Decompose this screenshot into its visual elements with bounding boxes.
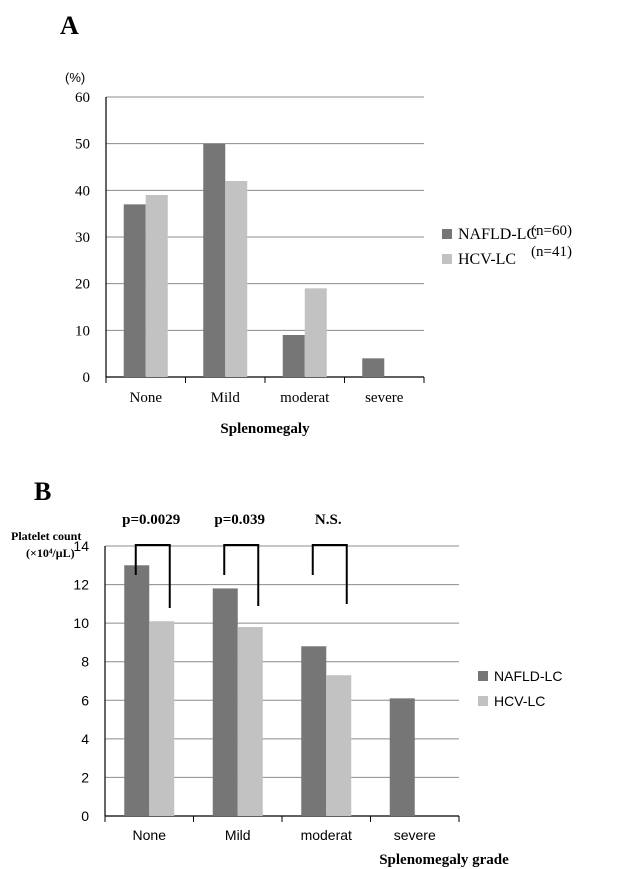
bar-nafld-lc-moderat <box>282 335 305 377</box>
panel-b-legend: NAFLD-LC HCV-LC <box>478 668 562 709</box>
panel-b-x-tick-labels: None Mild moderat severe <box>133 827 436 843</box>
panel-a-letter: A <box>60 11 79 40</box>
bar-hcv-lc-moderat <box>326 675 352 816</box>
panel-b-bars <box>124 565 415 816</box>
y-tick-label-0: 0 <box>83 370 91 386</box>
panel-a-x-axis-title: Splenomegaly <box>220 421 310 437</box>
panel-a-x-tick-labels: None Mild moderat severe <box>130 390 404 406</box>
panel-a-chart: A (%) 0 10 20 30 40 50 60 None Mild moderat sever… <box>60 11 572 437</box>
y-tick-label-60: 60 <box>75 90 90 106</box>
bar-nafld-lc-none <box>123 204 146 377</box>
significance-bracket-mild <box>223 544 260 606</box>
x-tick-label-mild: Mild <box>225 827 251 843</box>
p-value-label-mild: p=0.039 <box>214 512 265 528</box>
y-tick-label-4: 4 <box>81 731 89 747</box>
panel-a-legend: NAFLD-LC(n=60) HCV-LC (n=41) <box>442 223 572 268</box>
panel-b-significance-brackets: p=0.0029 p=0.039 N.S. <box>122 512 348 608</box>
panel-b-letter: B <box>34 477 51 506</box>
significance-bracket-none <box>134 544 171 608</box>
y-tick-label-40: 40 <box>75 183 90 199</box>
bar-hcv-lc-mild <box>225 181 248 377</box>
p-value-label-none: p=0.0029 <box>122 512 180 528</box>
x-tick-label-moderat: moderat <box>301 827 352 843</box>
bar-nafld-lc-severe <box>362 358 385 377</box>
legend-label-nafld-lc: NAFLD-LC <box>458 226 537 243</box>
bar-nafld-lc-none <box>124 565 150 816</box>
y-tick-label-10: 10 <box>73 615 89 631</box>
y-tick-label-2: 2 <box>81 769 89 785</box>
bar-hcv-lc-none <box>149 621 175 816</box>
panel-a-y-tick-labels: 0 10 20 30 40 50 60 <box>75 90 90 386</box>
p-value-label-moderat: N.S. <box>315 512 342 528</box>
y-tick-label-14: 14 <box>73 538 89 554</box>
y-tick-label-50: 50 <box>75 137 90 153</box>
x-tick-label-moderat: moderat <box>280 390 330 406</box>
bar-nafld-lc-mild <box>212 588 238 816</box>
x-tick-label-severe: severe <box>394 827 436 843</box>
bar-nafld-lc-mild <box>203 143 226 377</box>
significance-bracket-moderat <box>311 544 348 604</box>
panel-b-x-axis-title: Splenomegaly grade <box>379 852 509 868</box>
y-tick-label-10: 10 <box>75 323 90 339</box>
y-tick-label-12: 12 <box>73 577 89 593</box>
panel-a-bars <box>123 143 385 377</box>
legend-swatch-nafld-lc <box>442 229 452 239</box>
panel-b-y-tick-labels: 0 2 4 6 8 10 12 14 <box>73 538 89 824</box>
bar-nafld-lc-severe <box>389 698 415 816</box>
legend-label-nafld-lc: NAFLD-LC <box>494 668 562 684</box>
y-tick-label-6: 6 <box>81 692 89 708</box>
legend-swatch-hcv-lc <box>442 254 452 264</box>
bar-hcv-lc-none <box>145 195 168 377</box>
x-tick-label-severe: severe <box>365 390 404 406</box>
legend-note-nafld-lc: (n=60) <box>531 223 572 239</box>
x-tick-label-none: None <box>133 827 167 843</box>
legend-label-hcv-lc: HCV-LC <box>494 693 545 709</box>
y-tick-label-8: 8 <box>81 654 89 670</box>
panel-b-unit-label: Platelet count <box>11 529 81 543</box>
bar-nafld-lc-moderat <box>301 646 327 816</box>
y-tick-label-0: 0 <box>81 808 89 824</box>
panel-a-unit-label: (%) <box>65 70 85 85</box>
panel-b-chart: B Platelet count (×10⁴/μL) 0 2 4 6 8 10 12 14 p… <box>11 477 562 868</box>
bar-hcv-lc-mild <box>237 627 263 816</box>
legend-label-hcv-lc: HCV-LC <box>458 251 516 268</box>
x-tick-label-mild: Mild <box>211 390 241 406</box>
legend-swatch-nafld-lc <box>478 671 488 681</box>
y-tick-label-30: 30 <box>75 230 90 246</box>
y-tick-label-20: 20 <box>75 277 90 293</box>
legend-note-hcv-lc: (n=41) <box>531 244 572 260</box>
x-tick-label-none: None <box>130 390 163 406</box>
legend-swatch-hcv-lc <box>478 696 488 706</box>
panel-b-unit-label-line2: (×10⁴/μL) <box>26 546 75 560</box>
bar-hcv-lc-moderat <box>304 288 327 377</box>
